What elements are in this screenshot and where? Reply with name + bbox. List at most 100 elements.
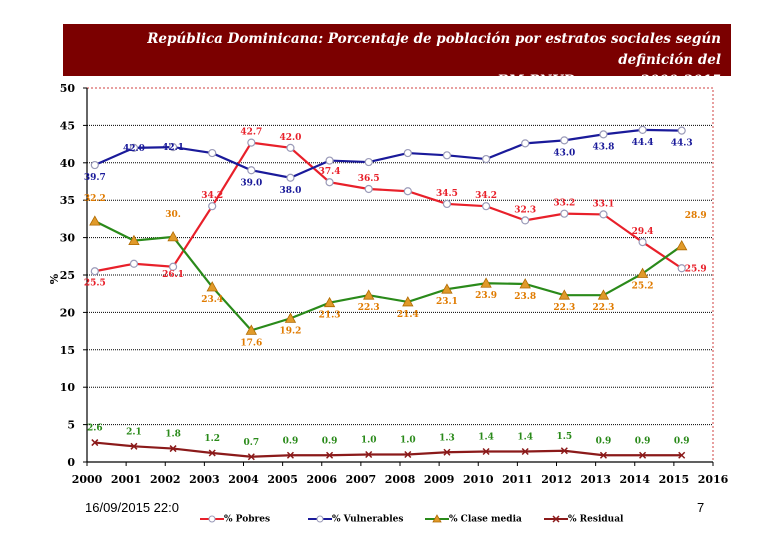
- data-point: [247, 138, 256, 147]
- data-label: 2.1: [126, 427, 142, 437]
- data-point: [481, 202, 491, 211]
- data-point: [638, 237, 647, 247]
- data-label: 22.3: [592, 303, 614, 313]
- data-point: [677, 264, 686, 273]
- x-tick-label: 2004: [228, 473, 259, 486]
- data-point: [442, 199, 452, 209]
- data-label: 0.9: [674, 436, 690, 446]
- data-point: [404, 450, 412, 459]
- x-tick-label: 2000: [72, 473, 103, 486]
- data-point: [325, 156, 334, 165]
- x-tick-label: 2005: [267, 473, 298, 486]
- y-tick-label: 5: [67, 419, 75, 432]
- y-tick-label: 25: [60, 269, 75, 282]
- data-point: [560, 136, 569, 145]
- legend-label: % Clase media: [449, 514, 522, 525]
- data-point: [599, 451, 607, 459]
- data-label: 22.3: [553, 303, 575, 313]
- chart-title-banner: República Dominicana: Porcentaje de pobl…: [63, 24, 731, 89]
- data-point: [245, 324, 258, 335]
- data-point: [403, 187, 412, 196]
- legend-item: % Pobres: [200, 514, 270, 525]
- data-label: 1.4: [517, 433, 533, 443]
- legend-item: % Residual: [544, 514, 623, 525]
- data-label: 44.3: [671, 139, 693, 149]
- y-tick-label: 10: [60, 381, 76, 394]
- data-point: [326, 451, 334, 459]
- data-label: 29.4: [632, 227, 654, 237]
- series-line: [94, 441, 682, 458]
- y-tick-label: 30: [60, 232, 76, 245]
- data-point: [284, 312, 297, 323]
- page-number: 7: [697, 500, 705, 515]
- data-label: 43.0: [553, 148, 575, 158]
- y-tick-label: 50: [60, 82, 76, 95]
- x-tick-label: 2008: [385, 473, 416, 486]
- legend-swatch: [308, 515, 332, 523]
- data-label: 0.9: [596, 436, 612, 446]
- data-label: 43.8: [592, 142, 614, 152]
- legend-label: % Pobres: [224, 514, 271, 525]
- data-point: [558, 289, 571, 300]
- data-label: 32.3: [514, 205, 536, 215]
- data-point: [363, 289, 375, 300]
- series-line: [94, 141, 683, 273]
- data-point: [129, 143, 139, 152]
- data-point: [519, 278, 531, 289]
- legend-swatch: [425, 514, 449, 523]
- data-label: 23.9: [475, 291, 497, 301]
- data-label: 17.6: [240, 338, 262, 348]
- data-point: [676, 240, 688, 251]
- line-chart: 0 5 10 15 20 25 30 35 40 45 50 2000 2001 2002 2003 2004…: [48, 82, 729, 486]
- legend-swatch: [544, 515, 568, 523]
- data-label: 1.3: [439, 433, 455, 443]
- footer-date: 16/09/2015 22:0: [85, 500, 179, 515]
- data-label: 1.5: [556, 432, 572, 442]
- data-label: 44.4: [632, 138, 654, 148]
- data-point: [482, 447, 490, 456]
- data-label: 25.5: [84, 278, 106, 288]
- data-point: [639, 451, 647, 459]
- data-label: 34.2: [475, 191, 497, 201]
- y-tick-label: 40: [60, 157, 76, 170]
- data-point: [168, 262, 178, 271]
- data-label: 0.9: [635, 436, 651, 446]
- data-point: [90, 267, 99, 276]
- data-point: [168, 142, 178, 152]
- data-label: 23.1: [436, 297, 458, 307]
- x-tick-label: 2002: [150, 473, 181, 486]
- data-label: 34.5: [436, 189, 458, 199]
- legend-item: % Clase media: [425, 514, 522, 525]
- x-tick-label: 2010: [463, 473, 494, 486]
- data-point: [91, 439, 99, 447]
- data-label: 33.1: [592, 199, 614, 209]
- data-point: [599, 210, 608, 219]
- data-label: 1.8: [165, 430, 181, 440]
- data-point: [323, 296, 336, 308]
- data-label: 42.0: [279, 133, 301, 143]
- data-label: 0.7: [243, 438, 259, 448]
- data-label: 30.: [165, 210, 181, 220]
- series-line: [94, 220, 683, 332]
- data-label: 0.9: [322, 436, 338, 446]
- x-tick-label: 2003: [189, 473, 220, 486]
- data-point: [208, 148, 217, 158]
- data-point: [638, 125, 647, 134]
- data-label: 42.7: [240, 128, 262, 138]
- y-tick-label: 35: [60, 194, 75, 207]
- data-point: [206, 281, 218, 292]
- data-point: [599, 130, 608, 139]
- data-point: [208, 449, 216, 457]
- data-point: [208, 202, 217, 211]
- data-point: [597, 289, 610, 300]
- y-tick-label: 20: [60, 306, 76, 319]
- data-label: 33.2: [553, 199, 575, 209]
- data-point: [560, 447, 568, 455]
- data-label: 22.3: [358, 303, 380, 313]
- data-label: 0.9: [283, 436, 299, 446]
- data-point: [480, 277, 492, 288]
- chart-legend: % Pobres % Vulnerables % Clase media % Resi…: [200, 514, 623, 528]
- data-point: [521, 447, 529, 456]
- data-point: [286, 451, 294, 459]
- y-axis-label: %: [48, 273, 61, 284]
